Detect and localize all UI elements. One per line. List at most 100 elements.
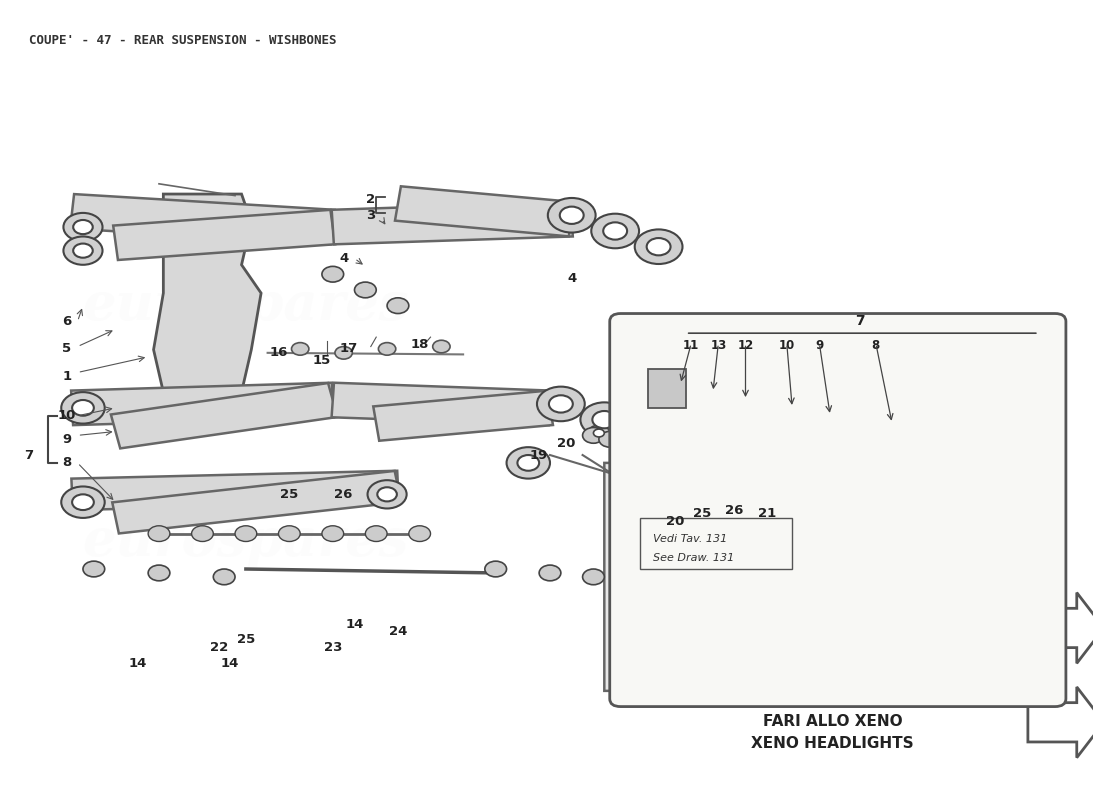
Circle shape <box>603 222 627 240</box>
PathPatch shape <box>154 194 261 421</box>
Text: 26: 26 <box>334 488 353 501</box>
Text: eurospares: eurospares <box>749 400 937 431</box>
Circle shape <box>592 214 639 248</box>
Circle shape <box>387 298 409 314</box>
Text: 20: 20 <box>557 437 575 450</box>
Text: 3: 3 <box>366 209 375 222</box>
Polygon shape <box>395 186 574 236</box>
Circle shape <box>837 352 871 378</box>
Circle shape <box>583 569 604 585</box>
Circle shape <box>74 220 92 234</box>
Text: 19: 19 <box>530 449 548 462</box>
Text: FARI ALLO XENO: FARI ALLO XENO <box>762 714 902 730</box>
Circle shape <box>626 597 691 644</box>
Circle shape <box>82 561 104 577</box>
Circle shape <box>148 526 169 542</box>
Text: eurospares: eurospares <box>82 516 409 567</box>
Circle shape <box>583 427 604 443</box>
Circle shape <box>354 282 376 298</box>
Text: eurospares: eurospares <box>82 280 409 331</box>
Circle shape <box>292 342 309 355</box>
Polygon shape <box>604 463 1006 691</box>
Polygon shape <box>1027 687 1100 758</box>
Polygon shape <box>112 471 402 534</box>
Polygon shape <box>113 210 336 260</box>
Polygon shape <box>657 394 856 434</box>
Circle shape <box>654 354 684 376</box>
Circle shape <box>73 400 94 416</box>
Circle shape <box>653 373 675 388</box>
Circle shape <box>675 518 696 534</box>
Circle shape <box>64 213 102 242</box>
Polygon shape <box>332 202 573 244</box>
Circle shape <box>846 358 862 371</box>
Circle shape <box>409 526 430 542</box>
Circle shape <box>336 346 352 359</box>
Text: See Draw. 131: See Draw. 131 <box>653 554 735 563</box>
Circle shape <box>62 486 104 518</box>
Text: 9: 9 <box>62 433 72 446</box>
Circle shape <box>715 484 755 513</box>
Polygon shape <box>331 382 551 425</box>
Circle shape <box>635 230 682 264</box>
Circle shape <box>73 494 94 510</box>
Text: 25: 25 <box>236 634 255 646</box>
Circle shape <box>432 340 450 353</box>
Circle shape <box>322 266 343 282</box>
Circle shape <box>794 538 849 577</box>
Polygon shape <box>1027 593 1100 663</box>
Text: 4: 4 <box>339 252 349 265</box>
Text: 8: 8 <box>62 456 72 470</box>
Text: 10: 10 <box>57 410 76 422</box>
Circle shape <box>560 206 584 224</box>
Circle shape <box>735 518 757 534</box>
Text: 23: 23 <box>323 641 342 654</box>
Text: 15: 15 <box>312 354 331 367</box>
Text: 14: 14 <box>345 618 364 630</box>
Text: 1: 1 <box>62 370 72 383</box>
Circle shape <box>846 422 862 434</box>
Circle shape <box>870 554 925 593</box>
Text: 18: 18 <box>410 338 429 351</box>
Circle shape <box>654 378 684 399</box>
Text: 25: 25 <box>693 507 712 521</box>
Circle shape <box>858 360 893 385</box>
Circle shape <box>365 526 387 542</box>
Circle shape <box>581 402 628 437</box>
Text: 17: 17 <box>340 342 359 355</box>
Text: 14: 14 <box>220 657 239 670</box>
Circle shape <box>235 526 256 542</box>
Text: 11: 11 <box>683 338 700 352</box>
Text: 26: 26 <box>726 503 744 517</box>
Circle shape <box>64 237 102 265</box>
Circle shape <box>213 569 235 585</box>
Circle shape <box>191 526 213 542</box>
Polygon shape <box>658 346 855 382</box>
Circle shape <box>834 495 852 510</box>
Polygon shape <box>111 383 338 449</box>
Circle shape <box>598 431 620 447</box>
Polygon shape <box>373 390 553 441</box>
Circle shape <box>549 395 573 413</box>
Text: 7: 7 <box>855 314 865 328</box>
Circle shape <box>517 455 539 470</box>
Circle shape <box>662 382 678 394</box>
Text: 7: 7 <box>24 449 33 462</box>
Text: 12: 12 <box>737 338 754 352</box>
Text: 5: 5 <box>62 342 72 355</box>
Circle shape <box>485 561 507 577</box>
Circle shape <box>816 518 838 534</box>
Circle shape <box>824 488 862 516</box>
Text: 20: 20 <box>666 515 684 528</box>
Text: XENO HEADLIGHTS: XENO HEADLIGHTS <box>751 737 914 751</box>
Text: 2: 2 <box>366 193 375 206</box>
Polygon shape <box>72 470 398 510</box>
Circle shape <box>62 392 104 423</box>
Circle shape <box>322 526 343 542</box>
Bar <box>648 369 685 408</box>
Circle shape <box>769 488 808 516</box>
Text: 16: 16 <box>270 346 288 359</box>
Circle shape <box>653 384 675 400</box>
Circle shape <box>779 495 799 510</box>
Circle shape <box>148 565 169 581</box>
